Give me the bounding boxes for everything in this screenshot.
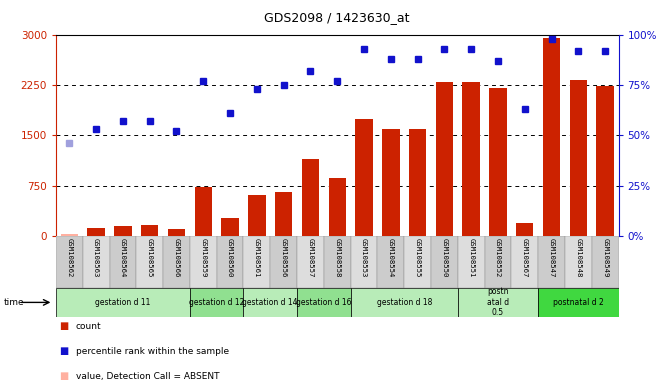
Text: percentile rank within the sample: percentile rank within the sample (76, 347, 229, 356)
Text: GDS2098 / 1423630_at: GDS2098 / 1423630_at (265, 12, 410, 25)
Text: GSM108550: GSM108550 (442, 238, 447, 277)
Bar (270, 236, 297, 288)
Bar (83, 236, 109, 288)
Bar (324, 236, 351, 288)
Text: GSM108565: GSM108565 (147, 238, 153, 277)
Bar (592, 236, 619, 288)
Text: GSM108561: GSM108561 (254, 238, 260, 277)
Text: gestation d 16: gestation d 16 (296, 298, 351, 307)
Text: GSM108552: GSM108552 (495, 238, 501, 277)
Bar (190, 288, 243, 317)
Text: ■: ■ (59, 346, 68, 356)
Bar (570, 79, 587, 236)
Text: GSM108548: GSM108548 (575, 238, 581, 277)
Bar (61, 234, 78, 236)
Text: GSM108554: GSM108554 (388, 238, 393, 277)
Bar (484, 236, 511, 288)
Bar (297, 236, 324, 288)
Text: GSM108558: GSM108558 (334, 238, 340, 277)
Bar (243, 236, 270, 288)
Bar (516, 223, 534, 236)
Bar (302, 159, 319, 236)
Bar (56, 236, 83, 288)
Bar (436, 82, 453, 236)
Bar (195, 187, 212, 236)
Bar (275, 192, 292, 236)
Bar (216, 236, 243, 288)
Bar (248, 195, 266, 236)
Bar (355, 119, 372, 236)
Bar (190, 236, 216, 288)
Bar (463, 82, 480, 236)
Text: postn
atal d
0.5: postn atal d 0.5 (487, 288, 509, 317)
Bar (56, 288, 190, 317)
Text: GSM108563: GSM108563 (93, 238, 99, 277)
Text: GSM108567: GSM108567 (522, 238, 528, 277)
Bar (458, 236, 484, 288)
Bar (328, 178, 346, 236)
Text: gestation d 12: gestation d 12 (189, 298, 244, 307)
Bar (382, 129, 399, 236)
Text: ■: ■ (59, 371, 68, 381)
Text: time: time (3, 298, 24, 307)
Text: GSM108562: GSM108562 (66, 238, 72, 277)
Bar (109, 236, 136, 288)
Text: GSM108566: GSM108566 (174, 238, 180, 277)
Bar (297, 288, 351, 317)
Bar (141, 225, 159, 236)
Text: GSM108557: GSM108557 (307, 238, 313, 277)
Bar (136, 236, 163, 288)
Bar (565, 236, 592, 288)
Bar (163, 236, 190, 288)
Text: GSM108547: GSM108547 (549, 238, 555, 277)
Text: GSM108559: GSM108559 (200, 238, 206, 277)
Text: GSM108556: GSM108556 (281, 238, 287, 277)
Bar (409, 129, 426, 236)
Bar (538, 236, 565, 288)
Bar (351, 236, 378, 288)
Bar (351, 288, 458, 317)
Bar (243, 288, 297, 317)
Bar (543, 38, 560, 236)
Bar (511, 236, 538, 288)
Bar (490, 88, 507, 236)
Text: GSM108564: GSM108564 (120, 238, 126, 277)
Text: GSM108549: GSM108549 (602, 238, 608, 277)
Text: postnatal d 2: postnatal d 2 (553, 298, 603, 307)
Text: count: count (76, 322, 101, 331)
Text: GSM108555: GSM108555 (415, 238, 420, 277)
Bar (221, 218, 239, 236)
Text: GSM108560: GSM108560 (227, 238, 233, 277)
Text: GSM108551: GSM108551 (468, 238, 474, 277)
Bar (596, 86, 614, 236)
Text: value, Detection Call = ABSENT: value, Detection Call = ABSENT (76, 372, 219, 381)
Bar (538, 288, 619, 317)
Bar (404, 236, 431, 288)
Bar (88, 228, 105, 236)
Text: gestation d 18: gestation d 18 (376, 298, 432, 307)
Bar (458, 288, 538, 317)
Text: gestation d 14: gestation d 14 (243, 298, 298, 307)
Text: GSM108553: GSM108553 (361, 238, 367, 277)
Bar (378, 236, 404, 288)
Bar (431, 236, 458, 288)
Bar (114, 226, 132, 236)
Text: gestation d 11: gestation d 11 (95, 298, 151, 307)
Bar (168, 230, 185, 236)
Text: ■: ■ (59, 321, 68, 331)
